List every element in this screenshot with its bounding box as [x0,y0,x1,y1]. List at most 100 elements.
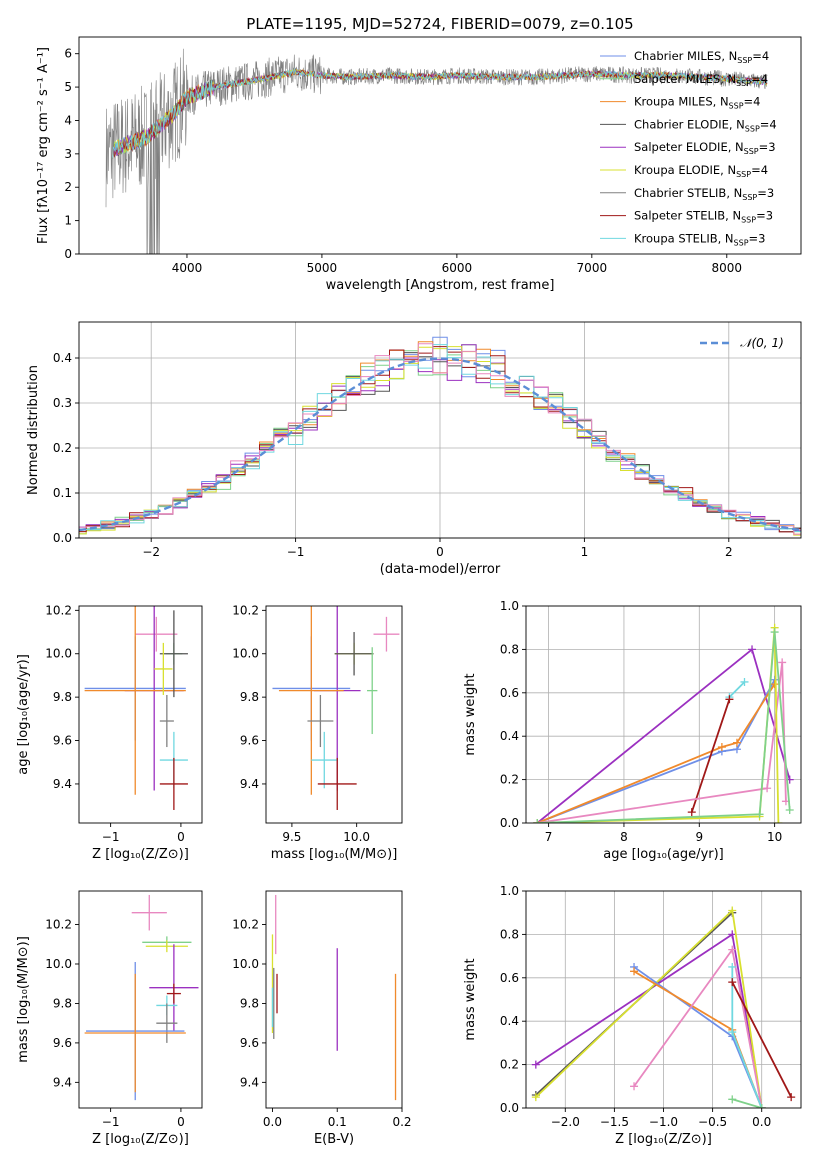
x-tick-label: 4000 [172,261,203,275]
x-tick-label: 0.0 [263,1115,282,1129]
histogram-step [79,343,801,535]
y-tick-label: 6 [64,47,72,61]
legend-entry: Kroupa ELODIE, NSSP=4 [634,163,768,179]
weight-point [778,658,787,667]
y-tick-label: 0.4 [500,1014,519,1028]
age_weight-panel: 7 8 9 10 0.0 0.2 0.4 0.6 0.8 1.0 age [log₁₀(age/yr… [463,599,802,862]
age_weight-plot-area [533,623,794,823]
y-tick-label: 9.4 [53,1075,72,1089]
y-tick-label: 9.6 [240,734,259,748]
age_weight-frame [525,605,802,824]
weight-point [728,1028,737,1037]
z_mass-panel: −1 0 9.4 9.6 9.8 10.0 10.2 Z [log₁₀(Z/Z⊙)] mass … [16,890,203,1147]
mass_age-panel: 9.5 10.0 9.4 9.6 9.8 10.0 10.2 mass [log₁₀(M/M⊙… [232,603,403,862]
z_weight-panel: −2.0 −1.5 −1.0 −0.5 0.0 0.0 0.2 0.4 0.6 0.8 1.0 Z [… [463,884,802,1147]
weight-point [630,1082,639,1091]
x-tick-label: 7 [545,830,553,844]
y-tick-label: 10.0 [45,647,72,661]
z_mass-x-axis-label: Z [log₁₀(Z/Z⊙)] [92,1132,189,1147]
y-tick-label: 9.4 [240,1075,259,1089]
y-tick-label: 0.0 [500,1101,519,1115]
histogram-step [79,346,801,533]
weight-point [531,1093,540,1102]
x-tick-label: 5000 [307,261,338,275]
x-tick-label: 1 [581,545,589,559]
legend-entry: Salpeter STELIB, NSSP=3 [634,209,773,225]
normal-curve [79,357,801,532]
weight-point [717,743,726,752]
y-tick-label: 4 [64,113,72,127]
weight-point [725,695,734,704]
x-tick-label: 10.0 [343,830,370,844]
z_age-frame [78,605,203,824]
y-tick-label: 0.8 [500,642,519,656]
weight-point [728,930,737,939]
y-tick-label: 10.2 [232,918,259,932]
y-tick-label: 0.4 [500,729,519,743]
ebv_mass-x-axis-label: E(B-V) [314,1132,354,1147]
y-tick-label: 0.1 [53,486,72,500]
weight-point [687,808,696,817]
x-tick-label: 9.5 [282,830,301,844]
legend-entry: Kroupa STELIB, NSSP=3 [634,231,765,247]
x-tick-label: 2 [725,545,733,559]
weight-line [731,981,793,1098]
weight-line [690,699,731,813]
x-tick-label: 8000 [712,261,743,275]
y-tick-label: 9.4 [240,777,259,791]
weight-point [533,819,542,823]
x-tick-label: 6000 [442,261,473,275]
y-tick-label: 1 [64,214,72,228]
spectrum-y-axis-label: Flux [fλ10⁻¹⁷ erg cm⁻² s⁻¹ A⁻¹] [36,47,51,244]
y-tick-label: 10.2 [45,603,72,617]
x-tick-label: −1 [102,1115,120,1129]
y-tick-label: 0.6 [500,686,519,700]
histogram-step [79,344,801,532]
weight-point [728,906,737,915]
weight-point [774,819,783,823]
age_weight-x-axis-label: age [log₁₀(age/yr)] [603,847,724,862]
legend-entry: Chabrier STELIB, NSSP=3 [634,186,774,202]
weight-point [728,962,737,971]
y-tick-label: 2 [64,180,72,194]
mass_age-plot-area [272,606,400,810]
y-tick-label: 1.0 [500,884,519,898]
y-tick-label: 9.8 [240,996,259,1010]
spectrum-panel: 4000 5000 6000 7000 8000 0 1 2 3 4 5 6 wavelength [A… [36,36,802,293]
x-tick-label: 7000 [577,261,608,275]
y-tick-label: 5 [64,80,72,94]
weight-point [787,1093,796,1102]
x-tick-label: −0.5 [698,1115,727,1129]
weight-point [531,1060,540,1069]
y-tick-label: 0.3 [53,396,72,410]
y-tick-label: 1.0 [500,599,519,613]
z_age-panel: −1 0 9.4 9.6 9.8 10.0 10.2 Z [log₁₀(Z/Z⊙)] age [… [16,603,203,862]
y-tick-label: 0.2 [500,1058,519,1072]
legend-entry: Chabrier MILES, NSSP=4 [634,49,769,65]
weight-line [536,683,776,823]
legend-entry: Chabrier ELODIE, NSSP=4 [634,117,777,133]
z_weight-plot-area [531,906,796,1108]
weight-point [770,628,779,637]
spectrum-frame [78,36,802,255]
weight-point [728,978,737,987]
x-tick-label: −1 [102,830,120,844]
z_weight-x-axis-label: Z [log₁₀(Z/Z⊙)] [615,1132,712,1147]
y-tick-label: 10.2 [232,603,259,617]
y-tick-label: 0.0 [500,816,519,830]
y-tick-label: 10.0 [45,957,72,971]
spectrum-x-axis-label: wavelength [Angstrom, rest frame] [326,278,555,293]
x-tick-label: 0.0 [752,1115,771,1129]
histogram-step [79,344,801,532]
z_mass-frame [78,890,203,1109]
z_age-y-axis-label: age [log₁₀(age/yr)] [16,654,31,775]
residuals-y-axis-label: Normed distribution [26,365,41,495]
x-tick-label: −1.0 [649,1115,678,1129]
ebv_mass-plot-area [271,894,397,1101]
ebv_mass-frame [265,890,403,1109]
legend-entry: 𝒩(0, 1) [740,336,784,350]
y-tick-label: 0.0 [53,531,72,545]
weight-point [763,784,772,793]
y-tick-label: 0.2 [53,441,72,455]
weight-line [633,966,763,1108]
